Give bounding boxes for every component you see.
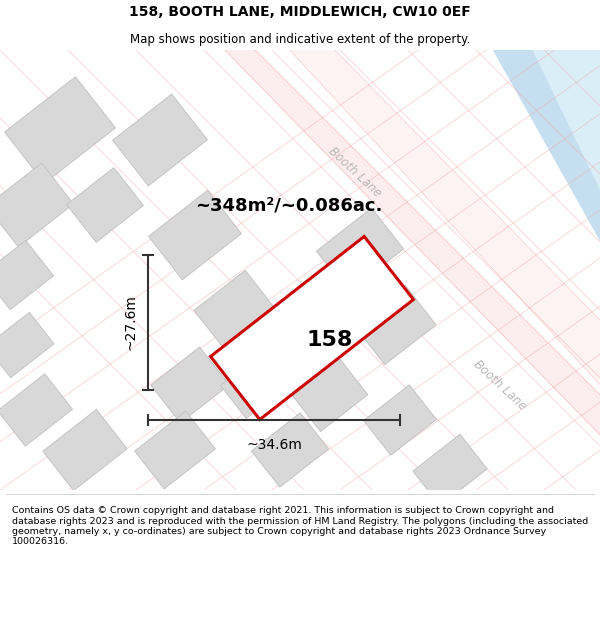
Polygon shape: [149, 190, 241, 280]
Text: 158: 158: [307, 330, 353, 350]
Polygon shape: [194, 270, 276, 350]
Polygon shape: [211, 236, 413, 419]
Polygon shape: [0, 241, 53, 309]
Polygon shape: [251, 412, 329, 488]
Polygon shape: [0, 312, 54, 378]
Text: Booth Lane: Booth Lane: [326, 144, 384, 199]
Text: Map shows position and indicative extent of the property.: Map shows position and indicative extent…: [130, 32, 470, 46]
Polygon shape: [285, 45, 600, 390]
Text: Booth Lane: Booth Lane: [471, 357, 529, 412]
Text: ~34.6m: ~34.6m: [246, 438, 302, 452]
Polygon shape: [134, 411, 215, 489]
Polygon shape: [0, 374, 73, 446]
Polygon shape: [220, 351, 290, 419]
Text: Contains OS data © Crown copyright and database right 2021. This information is : Contains OS data © Crown copyright and d…: [12, 506, 588, 546]
Polygon shape: [354, 285, 436, 365]
Polygon shape: [0, 163, 74, 247]
Polygon shape: [43, 409, 127, 491]
Polygon shape: [67, 168, 143, 242]
Polygon shape: [5, 77, 115, 183]
Polygon shape: [430, 45, 600, 250]
Polygon shape: [460, 45, 600, 200]
Text: ~27.6m: ~27.6m: [124, 294, 138, 351]
Polygon shape: [364, 385, 436, 455]
Polygon shape: [113, 94, 208, 186]
Text: ~348m²/~0.086ac.: ~348m²/~0.086ac.: [195, 196, 382, 214]
Polygon shape: [316, 208, 404, 292]
Polygon shape: [220, 45, 600, 440]
Text: 158, BOOTH LANE, MIDDLEWICH, CW10 0EF: 158, BOOTH LANE, MIDDLEWICH, CW10 0EF: [129, 6, 471, 19]
Polygon shape: [413, 434, 487, 506]
Polygon shape: [292, 358, 368, 432]
Polygon shape: [151, 347, 229, 423]
